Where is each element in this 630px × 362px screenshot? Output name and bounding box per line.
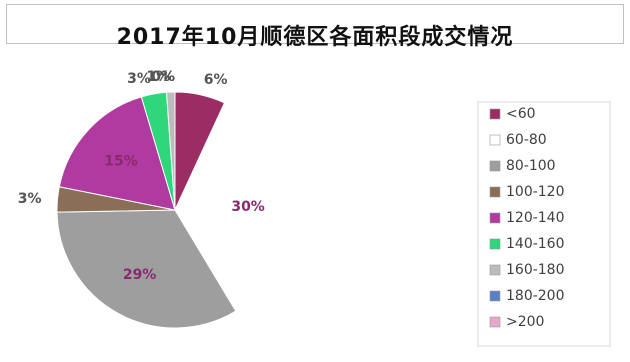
data-label-8: 0% bbox=[151, 69, 175, 85]
data-label-6: 3% bbox=[127, 71, 151, 87]
legend-swatch-7 bbox=[489, 264, 501, 276]
legend-label-1: <60 bbox=[506, 106, 536, 122]
pie-slice-2 bbox=[174, 102, 294, 312]
pie-slice-5 bbox=[58, 96, 176, 211]
legend-swatch-5 bbox=[489, 212, 501, 224]
legend-swatch-8 bbox=[489, 290, 501, 302]
legend-swatch-3 bbox=[489, 160, 501, 172]
pie-slice-3 bbox=[56, 209, 237, 329]
data-label-3: 29% bbox=[123, 267, 157, 283]
legend-label-6: 140-160 bbox=[506, 236, 565, 252]
legend-label-5: 120-140 bbox=[506, 210, 565, 226]
chart-frame: 2017年10月顺德区各面积段成交情况 bbox=[6, 4, 624, 50]
legend-label-2: 60-80 bbox=[506, 132, 547, 148]
legend-label-3: 80-100 bbox=[506, 158, 556, 174]
legend-swatch-1 bbox=[489, 108, 501, 120]
data-label-2: 30% bbox=[231, 199, 265, 215]
data-label-1: 6% bbox=[204, 72, 228, 88]
data-label-9: 0% bbox=[151, 69, 175, 85]
chart-title: 2017年10月顺德区各面积段成交情况 bbox=[116, 25, 514, 50]
data-label-4: 3% bbox=[18, 191, 42, 207]
legend-label-7: 160-180 bbox=[506, 262, 565, 278]
legend-swatch-4 bbox=[489, 186, 501, 198]
legend-swatch-2 bbox=[489, 134, 501, 146]
legend-label-9: >200 bbox=[506, 314, 544, 330]
data-label-7: 1% bbox=[146, 69, 170, 85]
legend-label-8: 180-200 bbox=[506, 288, 565, 304]
pie-slice-7 bbox=[165, 91, 176, 211]
data-label-5: 15% bbox=[104, 154, 138, 170]
legend-swatch-9 bbox=[489, 316, 501, 328]
legend-swatch-6 bbox=[489, 238, 501, 250]
legend-label-4: 100-120 bbox=[506, 184, 565, 200]
